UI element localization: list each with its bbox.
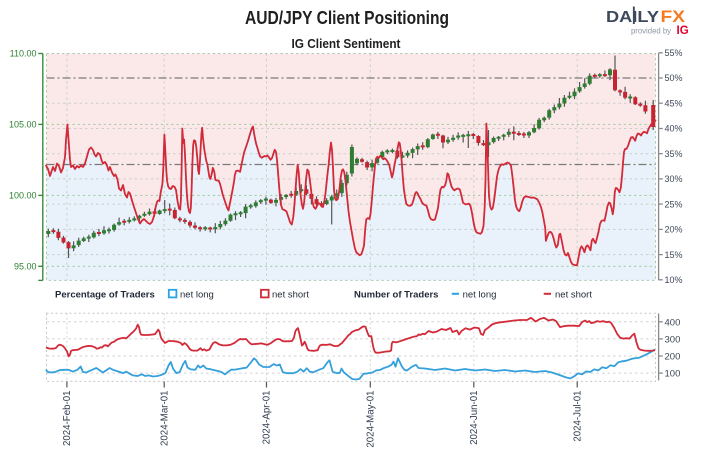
svg-text:35%: 35%	[665, 149, 683, 159]
svg-text:15%: 15%	[665, 250, 683, 260]
svg-text:AUD/JPY Client Positioning: AUD/JPY Client Positioning	[245, 8, 449, 28]
svg-text:DAILY: DAILY	[606, 9, 660, 26]
svg-text:2024-Jul-01: 2024-Jul-01	[572, 391, 583, 442]
svg-text:2024-Mar-01: 2024-Mar-01	[159, 391, 170, 446]
svg-text:IG Client Sentiment: IG Client Sentiment	[292, 37, 402, 51]
svg-text:110.00: 110.00	[10, 49, 37, 59]
svg-text:2024-Feb-01: 2024-Feb-01	[62, 391, 73, 446]
svg-text:net long: net long	[180, 289, 214, 300]
svg-text:net long: net long	[463, 289, 497, 300]
svg-text:95.00: 95.00	[14, 261, 37, 271]
svg-text:105.00: 105.00	[9, 119, 37, 129]
svg-text:FX: FX	[661, 7, 686, 26]
svg-text:provided by: provided by	[631, 27, 671, 36]
svg-text:2024-May-01: 2024-May-01	[366, 391, 377, 448]
svg-text:2024-Jun-01: 2024-Jun-01	[469, 391, 480, 445]
svg-text:IG: IG	[677, 25, 689, 37]
svg-text:50%: 50%	[665, 73, 683, 83]
svg-text:55%: 55%	[665, 48, 683, 58]
svg-text:20%: 20%	[665, 225, 683, 235]
svg-text:100.00: 100.00	[9, 190, 37, 200]
svg-text:25%: 25%	[665, 199, 683, 209]
svg-text:net short: net short	[555, 289, 592, 300]
svg-text:Percentage of Traders: Percentage of Traders	[55, 289, 155, 300]
svg-text:Number of Traders: Number of Traders	[354, 289, 438, 300]
svg-text:2024-Apr-01: 2024-Apr-01	[262, 391, 273, 445]
svg-text:40%: 40%	[665, 124, 683, 134]
svg-text:400: 400	[665, 317, 681, 328]
svg-text:10%: 10%	[665, 275, 683, 285]
svg-text:200: 200	[665, 352, 681, 363]
svg-text:30%: 30%	[665, 174, 683, 184]
svg-text:net short: net short	[272, 289, 309, 300]
svg-text:100: 100	[665, 369, 681, 380]
svg-text:300: 300	[665, 334, 681, 345]
svg-text:45%: 45%	[665, 98, 683, 108]
